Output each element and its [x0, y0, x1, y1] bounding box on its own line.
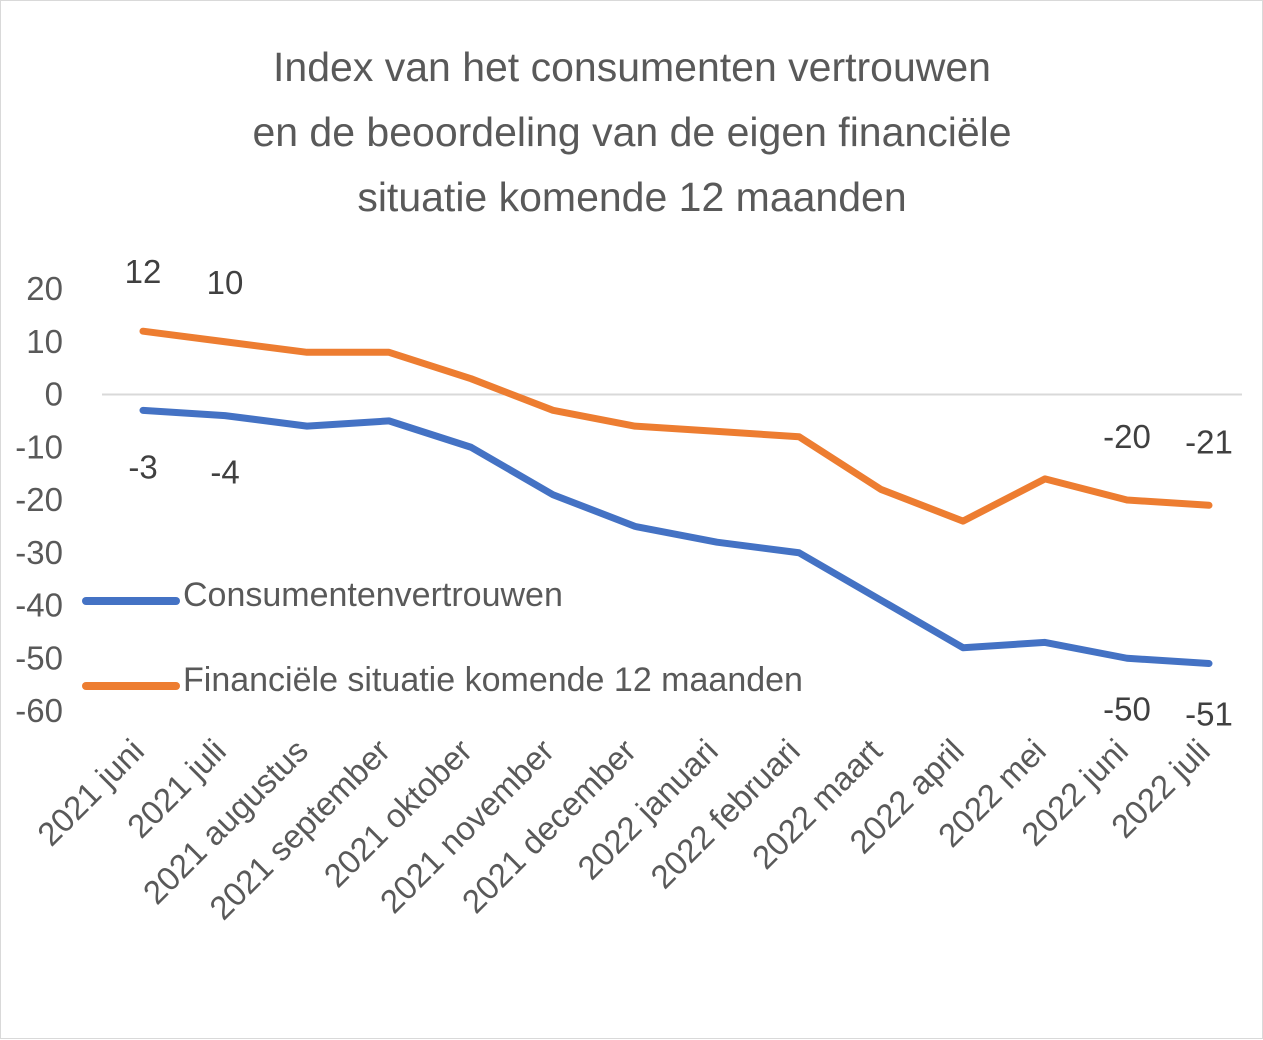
y-tick-label: -50 [15, 639, 63, 676]
chart-title: Index van het consumenten vertrouwen en … [252, 44, 1011, 220]
chart-title-line: situatie komende 12 maanden [357, 174, 906, 220]
y-tick-label: 10 [26, 323, 63, 360]
data-label: -21 [1185, 423, 1233, 460]
data-label: -3 [128, 448, 157, 485]
y-tick-label: 20 [26, 270, 63, 307]
data-label: -20 [1103, 418, 1151, 455]
y-tick-label: -60 [15, 692, 63, 729]
x-tick-label: 2021 juni [30, 732, 151, 853]
data-label: -4 [210, 454, 239, 491]
y-tick-label: 0 [45, 376, 63, 413]
data-label: -50 [1103, 690, 1151, 727]
y-tick-label: -20 [15, 481, 63, 518]
y-axis-ticks: 20 10 0 -10 -20 -30 -40 -50 -60 [15, 270, 63, 729]
series-line-financiele-situatie [139, 327, 1213, 525]
legend-label-financiele-situatie: Financiële situatie komende 12 maanden [183, 661, 803, 699]
legend-label-consumentenvertrouwen: Consumentenvertrouwen [183, 576, 563, 614]
chart-title-line: Index van het consumenten vertrouwen [273, 44, 991, 90]
data-labels: -3 -4 -50 -51 12 10 -20 -21 [125, 253, 1233, 732]
y-tick-label: -30 [15, 534, 63, 571]
data-label: 12 [125, 253, 162, 290]
series-line-consumentenvertrouwen [139, 406, 1213, 668]
legend: Consumentenvertrouwen Financiële situati… [82, 576, 803, 699]
y-tick-label: -40 [15, 587, 63, 624]
data-label: -51 [1185, 696, 1233, 733]
chart-title-line: en de beoordeling van de eigen financiël… [252, 109, 1011, 155]
data-label: 10 [207, 264, 244, 301]
series-lines [139, 327, 1213, 668]
y-tick-label: -10 [15, 428, 63, 465]
